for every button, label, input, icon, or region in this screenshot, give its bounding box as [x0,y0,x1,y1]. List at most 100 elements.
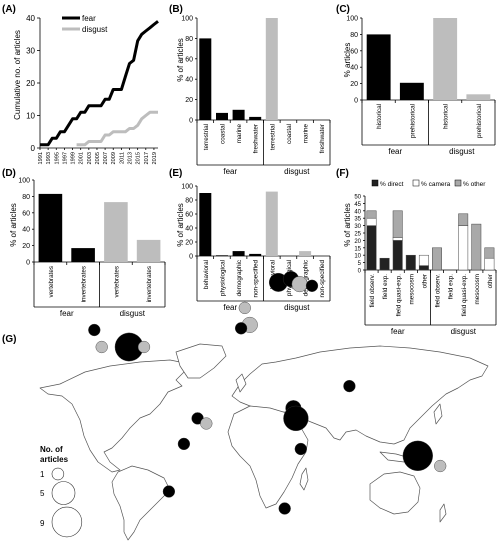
panel-e-bar [232,251,245,256]
map-bubble-disgust [238,301,251,315]
panel-f-category-label: other [421,274,428,288]
panel-f-bar-segment [366,225,377,271]
panel-f-group-label-disgust: disgust [451,327,477,336]
panel-d-bar [104,202,128,262]
panel-e-y-tick-label: 60 [185,212,193,219]
panel-d-y-tick-label: 60 [22,210,30,217]
panel-f-group-label-fear: fear [391,327,405,336]
panel-d-bar [38,193,63,262]
panel-c-y-tick-label: 0 [354,98,358,105]
panel-b-category-label: coastal [286,124,293,144]
panel-f-y-tick-label: 30 [354,224,361,230]
panel-b-bar-chart: % of articles 0 20 40 60 80 100 terrestrial coa… [176,16,331,176]
world-map: No. of articles 1 5 9 [39,271,489,541]
uk [235,373,247,393]
panel-a-x-tick-label: 2007 [103,152,109,164]
panel-e-bar [199,193,212,256]
panel-e-y-tick-label: 80 [185,198,193,205]
map-bubble-fear [283,405,309,431]
panel-a-y-tick-label: 0 [31,144,36,153]
panel-e-bar [265,191,278,256]
panel-f-bar-segment [418,254,429,266]
panel-e-category-label: behavioral [269,260,276,289]
panel-label-g: (G) [2,334,16,345]
panel-d-group-label-disgust: disgust [120,309,146,318]
panel-a-x-tick-label: 1993 [46,152,52,164]
panel-b-category-label: freshwater [319,124,326,153]
map-legend-label-9: 9 [40,519,45,528]
panel-c-bar [366,34,391,100]
panel-d-bar [136,239,161,262]
panel-a-y-axis-label: Cumulative no. of articles [13,30,22,120]
panel-c-group-label-disgust: disgust [449,147,475,156]
panel-a-line-chart: Cumulative no. of articles fear disgust … [13,14,159,164]
panel-b-category-label: freshwater [253,124,260,153]
panel-f-bar-segment [458,225,469,271]
map-legend-circle [51,467,65,481]
panel-e-y-tick-label: 100 [181,184,193,191]
map-legend-title-line1: No. of [40,445,63,454]
panel-d-y-tick-label: 20 [22,243,30,250]
panel-a-x-tick-label: 1997 [62,152,68,164]
panel-f-bar-segment [379,257,390,271]
japan [433,403,443,425]
panel-c-y-tick-label: 40 [350,65,358,72]
legend-swatch-other [454,179,462,187]
panel-d-category-label: vertebrates [113,266,120,298]
australia [369,471,421,515]
panel-f-bar-segment [471,223,482,271]
panel-e-y-tick-label: 40 [185,226,193,233]
new-zealand [439,503,447,523]
map-bubble-disgust [137,340,151,354]
map-bubble-fear [235,322,248,335]
panel-f-category-label: mesocosm [474,274,481,304]
panel-e-group-label-fear: fear [223,303,237,312]
map-bubble-fear [294,442,307,456]
panel-c-category-label: historical [443,104,450,129]
madagascar [299,467,309,491]
legend-label-fear: fear [82,14,96,23]
map-legend-title-line2: articles [40,455,69,464]
panel-e-bar-chart: % of articles 0 20 40 60 80 100 behavioral phys… [176,184,331,312]
panel-a-x-tick-label: 2009 [111,152,117,164]
legend-label-disgust: disgust [82,25,108,34]
panel-e-category-label: non-specified [253,260,260,298]
panel-a-x-tick-label: 2013 [128,152,134,164]
panel-c-bar-chart: % articles 0 20 40 60 80 100 historical prehist… [343,16,496,156]
panel-f-bar-segment [484,257,495,271]
panel-a-x-tick-label: 2005 [95,152,101,164]
panel-a-x-tick-label: 2011 [119,152,125,164]
panel-label-c: (C) [336,4,350,15]
panel-a-x-tick-label: 2017 [144,152,150,164]
panel-f-bar-segment [366,210,377,219]
panel-f-bar-segment [418,265,429,271]
panel-d-y-tick-label: 40 [22,227,30,234]
panel-b-category-label: marine [236,124,243,144]
panel-b-bar [199,38,212,120]
series-line-fear [40,20,159,147]
panel-b-y-axis-label: % of articles [176,38,185,82]
panel-a-y-tick-label: 10 [26,112,35,121]
panel-f-y-tick-label: 35 [354,217,361,223]
panel-e-y-axis-label: % of articles [176,203,185,247]
map-bubble-fear [402,440,433,471]
map-size-legend: No. of articles 1 5 9 [40,445,83,538]
panel-d-category-label: invertebrates [81,266,88,302]
panel-d-y-tick-label: 80 [22,194,30,201]
panel-a-y-tick-label: 30 [26,47,35,56]
panel-label-e: (E) [169,168,182,179]
panel-c-bar [433,18,458,100]
panel-label-a: (A) [2,4,16,15]
panel-a-y-tick-label: 20 [26,79,35,88]
panel-f-stacked-bar-chart: % of articles % direct % camera % other … [343,179,497,336]
panel-label-b: (B) [169,4,183,15]
panel-c-y-tick-label: 100 [346,16,358,23]
panel-b-y-tick-label: 40 [185,77,193,84]
panel-e-category-label: non-specified [319,260,326,298]
panel-c-category-label: historical [376,104,383,129]
panel-f-y-tick-label: 40 [354,209,361,215]
panel-a-x-tick-label: 1995 [54,152,60,164]
panel-b-bar [216,112,228,120]
panel-b-group-label-disgust: disgust [284,167,310,176]
panel-b-bar [232,109,245,120]
